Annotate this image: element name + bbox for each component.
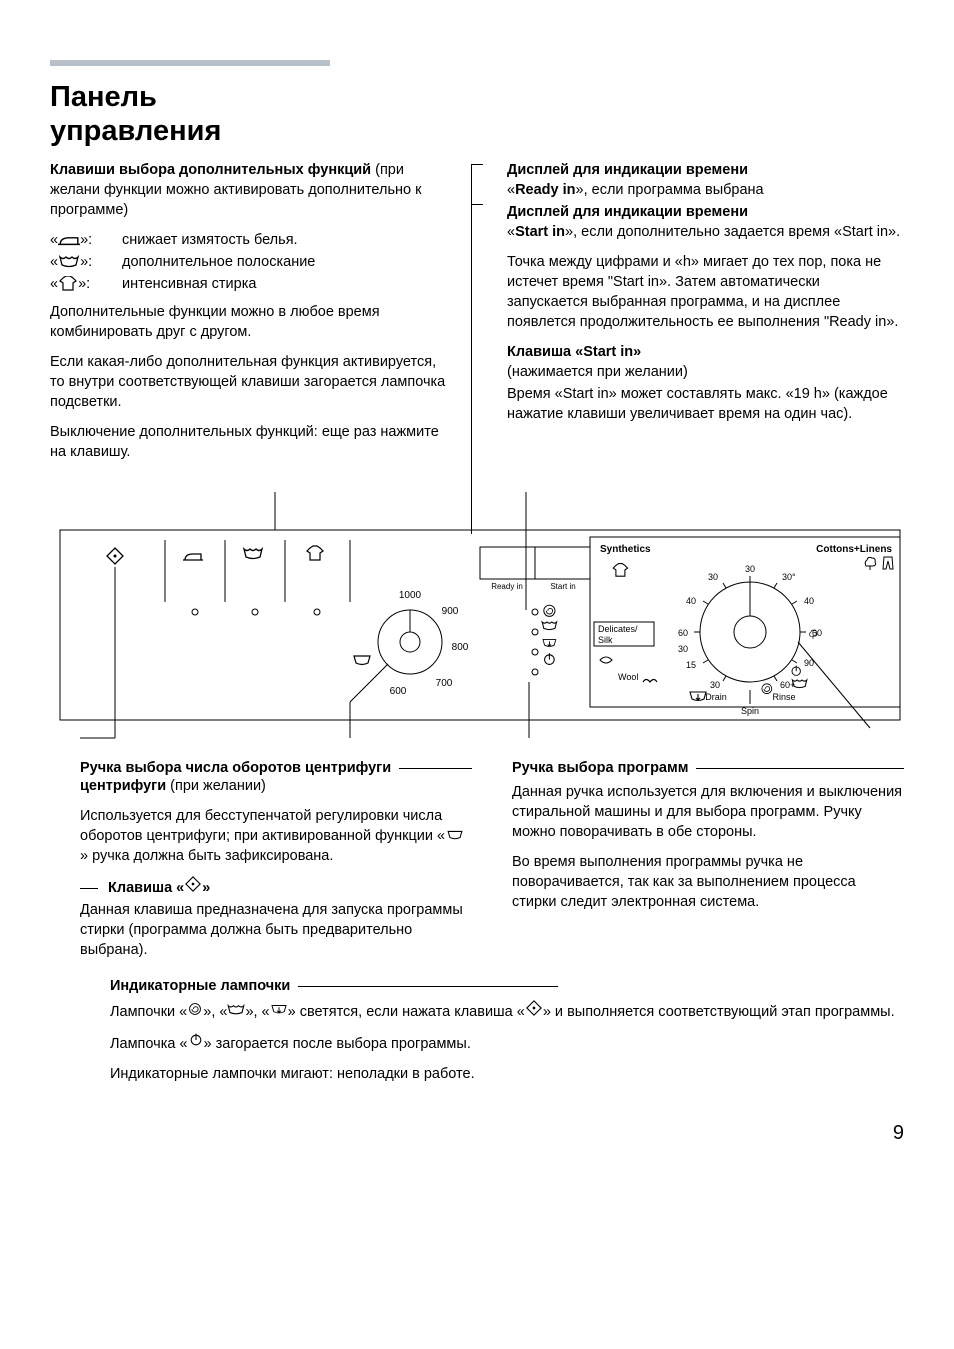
func-heading: Клавиши выбора дополнительных функций (п… — [50, 160, 447, 220]
panel-basin-icon — [244, 549, 262, 559]
diamond-icon — [184, 876, 202, 892]
svg-text:60: 60 — [678, 628, 688, 638]
page-number: 9 — [50, 1120, 904, 1148]
svg-text:Wool: Wool — [618, 672, 638, 682]
page-title: Панель управления — [50, 80, 904, 148]
start-key-a: Клавиша « — [108, 880, 184, 896]
lamps-p1: Лампочки «», «», «» светятся, если нажат… — [110, 1000, 904, 1022]
iron-icon — [58, 233, 80, 247]
prog-knob-p1: Данная ручка используется для включения … — [512, 782, 904, 842]
spin-1000: 1000 — [399, 590, 422, 601]
lamps-p2: Лампочка «» загорается после выбора прог… — [110, 1032, 904, 1054]
lamps-p3: Индикаторные лампочки мигают: неполадки … — [110, 1064, 904, 1084]
diamond-icon-2 — [525, 1000, 543, 1016]
bottom-left-column: Ручка выбора числа оборотов центрифуги ц… — [50, 758, 472, 970]
spin-900: 900 — [442, 606, 459, 617]
svg-text:30: 30 — [678, 644, 688, 654]
spin-knob-tail: (при желании) — [166, 778, 266, 794]
lamps-heading-rule: Индикаторные лампочки — [110, 976, 904, 996]
top-left-column: Клавиши выбора дополнительных функций (п… — [50, 160, 447, 472]
spin-700: 700 — [436, 678, 453, 689]
spin-body-a: Используется для бесступенчатой регулиро… — [80, 808, 445, 844]
title-line2: управления — [50, 115, 221, 147]
spin-600: 600 — [390, 686, 407, 697]
bottom-columns: Ручка выбора числа оборотов центрифуги ц… — [50, 758, 904, 970]
bottom-right-column: Ручка выбора программ Данная ручка испол… — [512, 758, 904, 970]
left-p1: Дополнительные функции можно в любое вре… — [50, 302, 447, 342]
basin-desc: дополнительное полоскание — [122, 252, 315, 272]
title-line1: Панель — [50, 81, 157, 113]
svg-text:Spin: Spin — [741, 706, 759, 716]
lbl-cottons: Cottons+Linens — [816, 544, 892, 555]
spin-knob-heading-rule: Ручка выбора числа оборотов центрифуги — [80, 758, 472, 778]
header-rule — [50, 60, 330, 66]
top-columns: Клавиши выбора дополнительных функций (п… — [50, 160, 904, 472]
footer-section: Индикаторные лампочки Лампочки «», «», «… — [50, 976, 904, 1084]
spin-knob-body: Используется для бесступенчатой регулиро… — [80, 806, 472, 866]
lbl-start-in: Start in — [550, 582, 575, 591]
prog-knob-p2: Во время выполнения программы ручка не п… — [512, 852, 904, 912]
start-key-body: Данная клавиша предназначена для запуска… — [80, 900, 472, 960]
svg-text:15: 15 — [686, 660, 696, 670]
power-icon — [188, 1032, 204, 1048]
basin-icon — [58, 255, 80, 269]
right-h1: Дисплей для индикации времени «Ready in»… — [507, 160, 904, 200]
spin-knob-heading: Ручка выбора числа оборотов центрифуги — [80, 760, 391, 776]
lbl-synthetics: Synthetics — [600, 544, 651, 555]
svg-text:30: 30 — [710, 680, 720, 690]
func-heading-bold: Клавиши выбора дополнительных функций — [50, 162, 371, 178]
right-p1: Точка между цифрами и «h» мигает до тех … — [507, 252, 904, 332]
right-h1-body-tail: если программа выбрана — [592, 182, 764, 198]
panel-iron-icon — [183, 554, 203, 560]
start-key-heading: Клавиша « » — [80, 876, 472, 898]
right-h3: Клавиша «Start in» (нажимается при желан… — [507, 342, 904, 382]
spin-800: 800 — [452, 642, 469, 653]
basin-symbol-wrap: «»: — [50, 252, 122, 272]
icon-row-basin: «»: дополнительное полоскание — [50, 252, 447, 272]
spin-knob-row2: центрифуги (при желании) — [80, 776, 472, 796]
svg-text:Delicates/: Delicates/ — [598, 624, 638, 634]
svg-text:40: 40 — [804, 596, 814, 606]
start-key-b: » — [202, 880, 210, 896]
panel-start-icon — [107, 548, 123, 564]
iron-desc: снижает измятость белья. — [122, 230, 298, 250]
spiral-icon — [187, 1002, 203, 1016]
basin-empty-icon — [445, 828, 465, 840]
basin-icon-2 — [227, 1004, 245, 1016]
panel-shirt-icon — [307, 546, 323, 560]
callout-tick-1 — [471, 164, 483, 165]
callout-vline — [471, 164, 472, 534]
svg-text:Rinse: Rinse — [772, 692, 795, 702]
control-panel-diagram: 1000 900 800 700 600 Ready in Start in S… — [50, 492, 904, 742]
right-h1-b: Дисплей для индикации времени — [507, 162, 748, 178]
spin-body-b: » ручка должна быть зафиксирована. — [80, 848, 333, 864]
svg-text:40: 40 — [686, 596, 696, 606]
svg-text:30°: 30° — [782, 572, 796, 582]
prog-knob-heading-rule: Ручка выбора программ — [512, 758, 904, 778]
shirt-symbol-wrap: «»: — [50, 274, 122, 294]
right-h3-sub: (нажимается при желании) — [507, 364, 688, 380]
top-right-column: Дисплей для индикации времени «Ready in»… — [487, 160, 904, 472]
basin-arrow-icon — [270, 1002, 288, 1016]
callout-tick-2 — [471, 204, 483, 205]
right-h2-body-tail: если дополнительно задается время «Start… — [581, 224, 900, 240]
iron-symbol-wrap: «»: — [50, 230, 122, 250]
svg-text:Silk: Silk — [598, 635, 613, 645]
svg-text:30: 30 — [708, 572, 718, 582]
shirt-icon — [58, 276, 78, 292]
icon-row-iron: «»: снижает измятость белья. — [50, 230, 447, 250]
svg-text:30: 30 — [745, 564, 755, 574]
lbl-ready-in: Ready in — [491, 582, 523, 591]
right-h2-b: Дисплей для индикации времени — [507, 204, 748, 220]
prog-knob-heading: Ручка выбора программ — [512, 758, 688, 778]
right-h3-b: Клавиша «Start in» — [507, 344, 641, 360]
right-h2: Дисплей для индикации времени «Start in»… — [507, 202, 904, 242]
lamps-heading: Индикаторные лампочки — [110, 976, 290, 996]
right-p2: Время «Start in» может составлять макс. … — [507, 384, 904, 424]
left-p2: Если какая-либо дополнительная функция а… — [50, 352, 447, 412]
icon-row-shirt: «»: интенсивная стирка — [50, 274, 447, 294]
svg-text:Drain: Drain — [705, 692, 727, 702]
shirt-desc: интенсивная стирка — [122, 274, 256, 294]
left-p3: Выключение дополнительных функций: еще р… — [50, 422, 447, 462]
